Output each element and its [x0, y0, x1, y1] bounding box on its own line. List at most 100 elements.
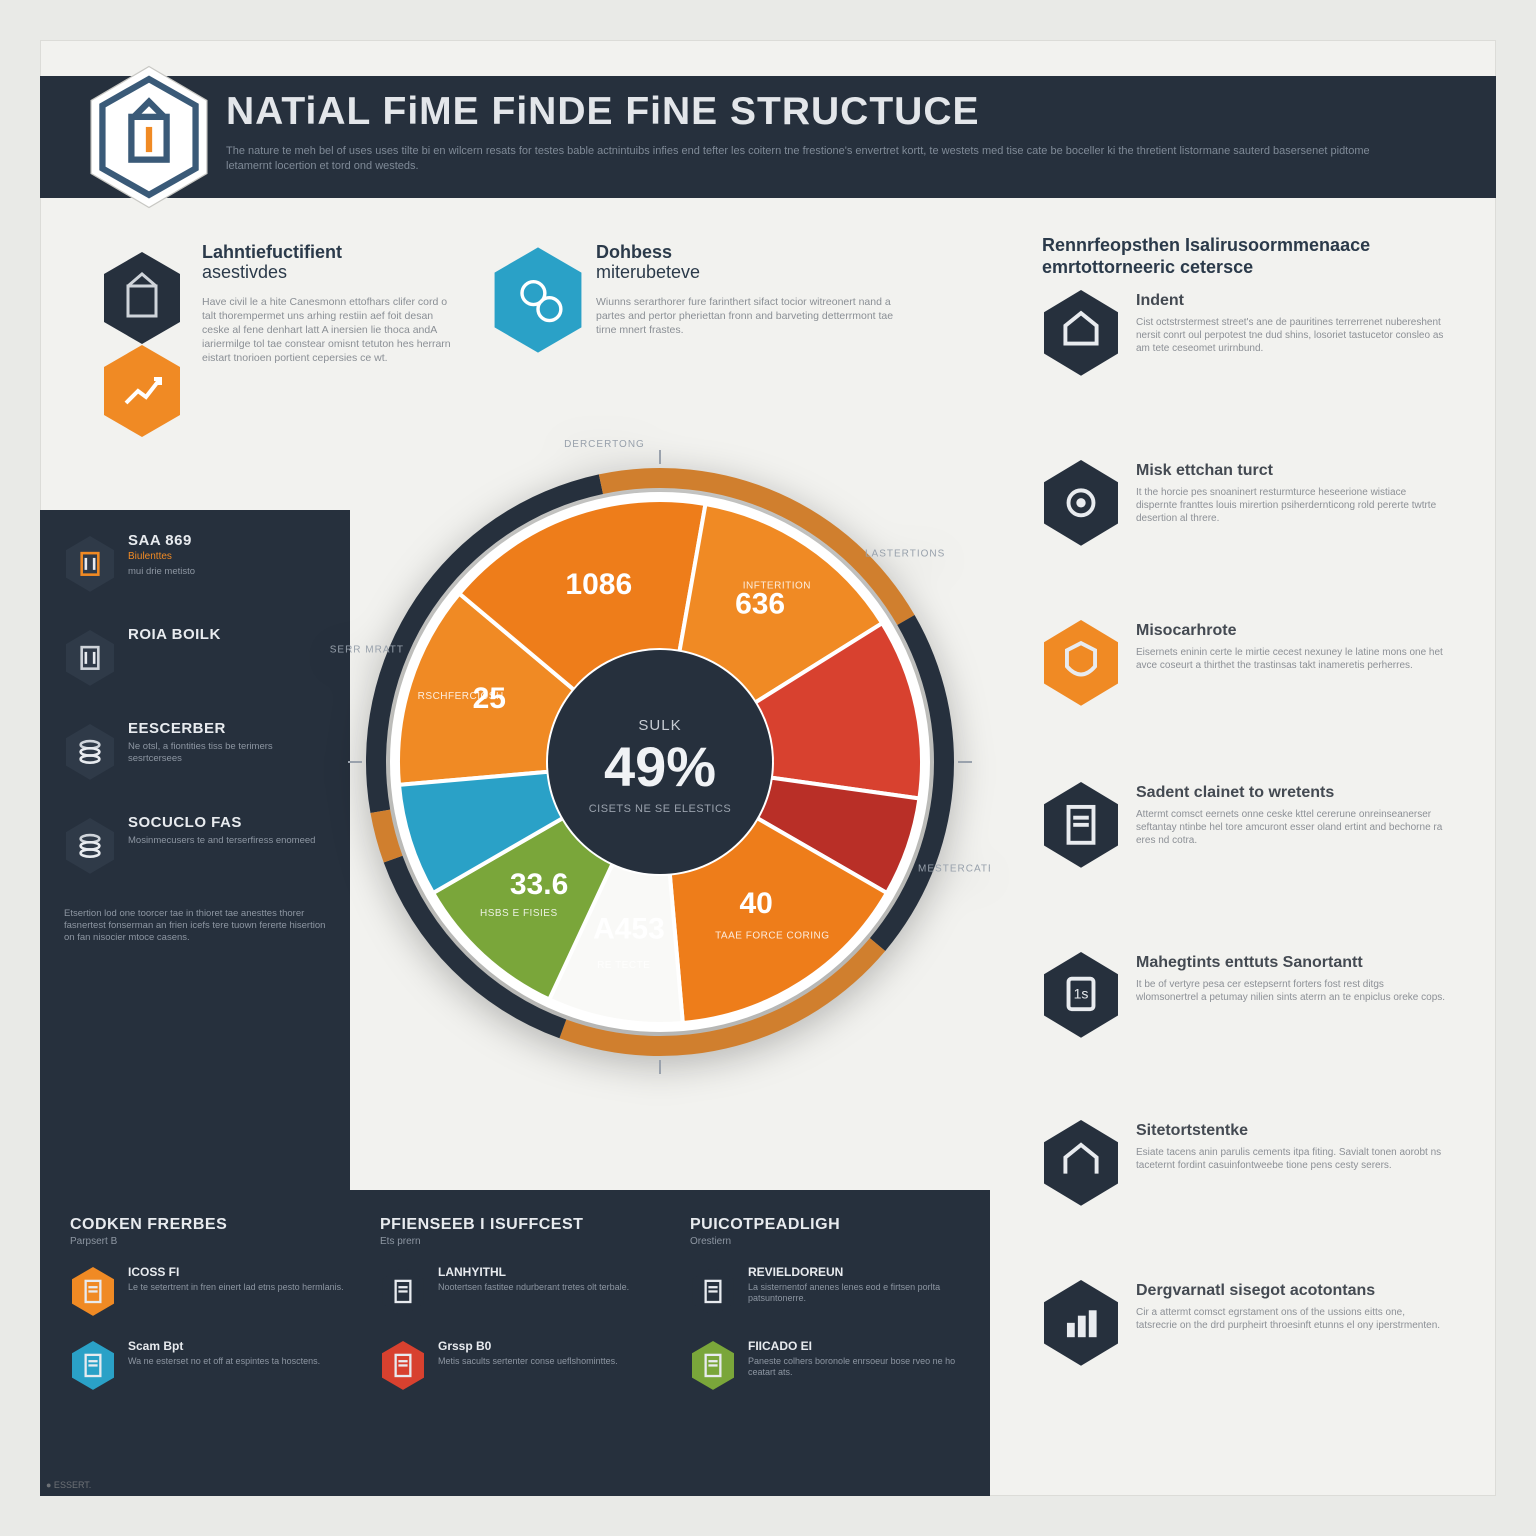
left-item-title: ROIA BOILK — [128, 626, 326, 643]
right-item-title: Mahegtints enttuts Sanortantt — [1136, 954, 1446, 972]
right-item-title: Indent — [1136, 292, 1446, 310]
hex-icon — [380, 1265, 426, 1323]
bottom-item: FIICADO EI Paneste colhers boronole enrso… — [690, 1339, 980, 1395]
bottom-column: CODKEN FRERBESParpsert BICOSS FILe te se… — [70, 1216, 360, 1395]
page: NATiAL FiME FiNDE FiNE STRUCTUCE The nat… — [40, 40, 1496, 1496]
hex-icon — [1042, 1278, 1120, 1373]
bottom-item-body: Nootertsen fastitee ndurberant tretes ol… — [438, 1282, 670, 1293]
svg-text:1086: 1086 — [565, 568, 632, 601]
svg-text:SULK: SULK — [638, 717, 681, 734]
svg-text:TAAE FORCE CORING: TAAE FORCE CORING — [715, 930, 829, 941]
right-item-title: Misk ettchan turct — [1136, 462, 1446, 480]
svg-text:LASTERTIONS: LASTERTIONS — [865, 548, 945, 559]
right-item-body: Attermt comsct eernets onne ceske kttel … — [1136, 808, 1446, 847]
left-item-title: SOCUCLO FAS — [128, 814, 326, 831]
hex-icon — [64, 816, 116, 881]
bottom-col-head: PFIENSEEB I ISUFFCEST — [380, 1216, 670, 1234]
bottom-item-title: ICOSS FI — [128, 1265, 360, 1279]
svg-text:636: 636 — [735, 588, 785, 621]
bottom-panel: CODKEN FRERBESParpsert BICOSS FILe te se… — [40, 1190, 990, 1496]
hex-icon — [380, 1339, 426, 1397]
left-item-body: Ne otsl, a fiontities tiss be terimers s… — [128, 741, 326, 765]
blurb-body: Wiunns serarthorer fure farinthert sifac… — [596, 295, 896, 337]
left-item-body: Mosinmecusers te and terserfiress enomee… — [128, 835, 326, 847]
blurb-title: Dohbess — [596, 242, 896, 262]
hex-icon — [100, 343, 184, 444]
right-item-title: Misocarhrote — [1136, 622, 1446, 640]
bottom-item-body: Paneste colhers boronole enrsoeur bose r… — [748, 1356, 980, 1378]
hex-icon — [1042, 458, 1120, 553]
footer-mark: ● ESSERT. — [46, 1480, 91, 1490]
bottom-item: ICOSS FI Le te setertrent in fren einert … — [70, 1265, 360, 1321]
left-footer-text: Etsertion lod one toorcer tae in thioret… — [64, 908, 326, 944]
hex-icon — [690, 1265, 736, 1323]
brand-logo-icon — [86, 64, 198, 176]
left-item-sub: Biulenttes — [128, 551, 326, 562]
bottom-item-title: Scam Bpt — [128, 1339, 360, 1353]
top-mid-icon — [490, 245, 586, 360]
hex-icon — [1042, 1118, 1120, 1213]
hex-icon — [64, 722, 116, 787]
blurb-body: Have civil le a hite Canesmonn ettofhars… — [202, 295, 462, 365]
right-item-body: Esiate tacens anin parulis cements itpa … — [1136, 1146, 1446, 1172]
left-item-body: mui drie metisto — [128, 566, 326, 578]
hex-icon — [70, 1339, 116, 1397]
bottom-item-body: Le te setertrent in fren einert lad etns… — [128, 1282, 360, 1293]
hex-icon — [100, 250, 184, 351]
bottom-item-title: Grssp B0 — [438, 1339, 670, 1353]
left-item: SAA 869 Biulenttes mui drie metisto — [64, 532, 326, 606]
right-item-body: It be of vertyre pesa cer estepsernt for… — [1136, 978, 1446, 1004]
right-item-title: Sitetortstentke — [1136, 1122, 1446, 1140]
svg-text:HSBS E FISIES: HSBS E FISIES — [480, 908, 558, 919]
svg-text:MESTERCATES: MESTERCATES — [918, 863, 990, 874]
hex-icon — [64, 628, 116, 693]
bottom-item-title: REVIELDOREUN — [748, 1265, 980, 1279]
right-item-title: Dergvarnatl sisegot acotontans — [1136, 1282, 1446, 1300]
svg-text:RE TECTE: RE TECTE — [597, 960, 650, 971]
right-item-body: It the horcie pes snoaninert resturmturc… — [1136, 486, 1446, 525]
bottom-item-title: FIICADO EI — [748, 1339, 980, 1353]
left-item-title: EESCERBER — [128, 720, 326, 737]
bottom-column: PFIENSEEB I ISUFFCEST Ets prern LANHYITHLN… — [380, 1216, 670, 1395]
bottom-item: LANHYITHLNootertsen fastitee ndurberant … — [380, 1265, 670, 1321]
bottom-column: PUICOTPEADLIGH Orestiern REVIELDOREUNLa si… — [690, 1216, 980, 1395]
left-panel: SAA 869 Biulenttes mui drie metisto ROIA BO… — [40, 510, 350, 1190]
page-title: NATiAL FiME FiNDE FiNE STRUCTUCE — [226, 90, 980, 134]
bottom-col-head: PUICOTPEADLIGH — [690, 1216, 980, 1234]
svg-text:A453: A453 — [593, 912, 665, 945]
bottom-item-body: Metis sacults sertenter conse ueflshomin… — [438, 1356, 670, 1367]
right-item-title: Sadent clainet to wretents — [1136, 784, 1446, 802]
bottom-item-body: Wa ne esterset no et off at espintes ta … — [128, 1356, 360, 1367]
svg-text:40: 40 — [739, 887, 772, 920]
hex-icon — [1042, 288, 1120, 383]
bottom-item: Grssp B0 Metis sacults sertenter conse ue… — [380, 1339, 670, 1395]
bottom-col-sub: Ets prern — [380, 1236, 670, 1247]
svg-text:RTSERR MRATT: RTSERR MRATT — [330, 645, 404, 656]
top-left-blurb: Lahntiefuctifient asestivdes Have civil … — [202, 242, 462, 365]
svg-text:1s: 1s — [1074, 985, 1089, 1001]
bottom-col-sub: Orestiern — [690, 1236, 980, 1247]
donut-chart: 25RSCHFERCIOSH1086636INFTERITION40TAAE F… — [330, 432, 990, 1092]
hex-icon — [70, 1265, 116, 1323]
left-item: SOCUCLO FAS Mosinmecusers te and terserfi… — [64, 814, 326, 888]
left-item: EESCERBER Ne otsl, a fiontities tiss be t… — [64, 720, 326, 794]
top-left-icon-stack — [100, 250, 188, 452]
right-item-body: Eisernets eninin certe le mirtie cecest … — [1136, 646, 1446, 672]
page-subtitle: The nature te meh bel of uses uses tilte… — [226, 144, 1386, 174]
blurb-subtitle: asestivdes — [202, 262, 462, 283]
bottom-col-sub: Parpsert B — [70, 1236, 360, 1247]
svg-text:DERCERTONG: DERCERTONG — [564, 439, 645, 450]
blurb-subtitle: miterubeteve — [596, 262, 896, 283]
hex-icon — [1042, 618, 1120, 713]
left-item: ROIA BOILK — [64, 626, 326, 700]
left-item-title: SAA 869 — [128, 532, 326, 549]
hex-icon — [690, 1339, 736, 1397]
hex-icon: 1s — [1042, 950, 1120, 1045]
hex-icon — [64, 534, 116, 599]
right-item-body: Cir a attermt comsct egrstament ons of t… — [1136, 1306, 1446, 1332]
svg-text:INFTERITION: INFTERITION — [743, 581, 811, 592]
svg-text:CISETS NE SE ELESTICS: CISETS NE SE ELESTICS — [589, 803, 732, 815]
hex-icon — [1042, 780, 1120, 875]
bottom-item: Scam Bpt Wa ne esterset no et off at espi… — [70, 1339, 360, 1395]
bottom-item: REVIELDOREUNLa sisternentof anenes lenes… — [690, 1265, 980, 1321]
